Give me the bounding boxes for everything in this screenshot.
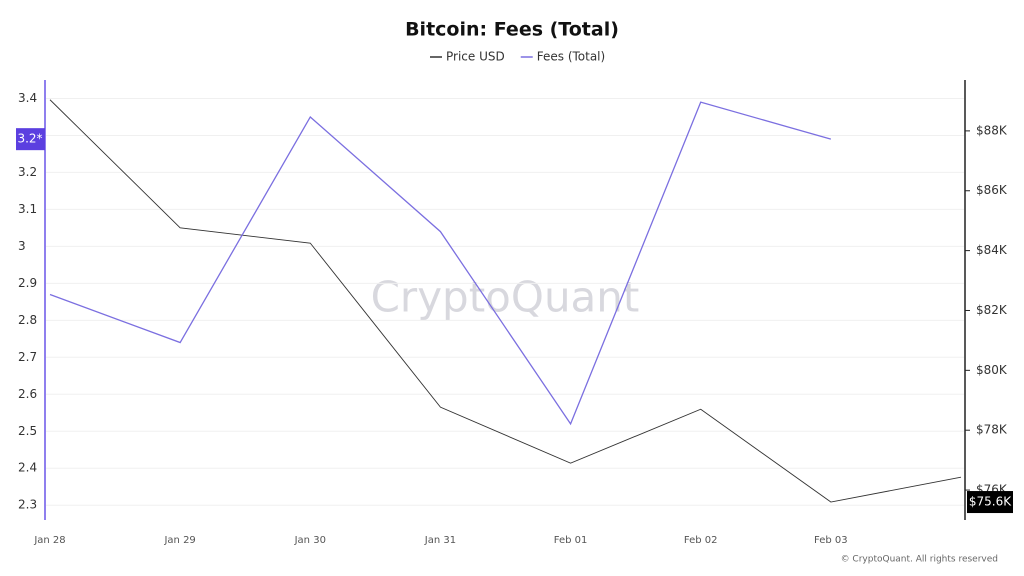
watermark: CryptoQuant xyxy=(371,273,640,322)
legend-label: Price USD xyxy=(446,50,505,64)
y-badge-bg xyxy=(16,128,45,151)
series-line xyxy=(49,101,832,426)
y-tick-label: 3.1 xyxy=(18,202,37,216)
series-line xyxy=(49,99,962,503)
y2-tick-label: $86K xyxy=(976,183,1008,197)
y2-tick-label: $84K xyxy=(976,243,1008,257)
y2-badge: $75.6K xyxy=(969,495,1012,509)
legend-label: Fees (Total) xyxy=(537,50,605,64)
x-tick-label: Feb 02 xyxy=(684,535,718,546)
y2-tick-label: $88K xyxy=(976,123,1008,137)
credit: © CryptoQuant. All rights reserved xyxy=(841,555,998,565)
chart-title: Bitcoin: Fees (Total) xyxy=(405,19,619,41)
x-tick-label: Feb 03 xyxy=(814,535,848,546)
x-tick-label: Jan 30 xyxy=(294,535,326,546)
y-tick-label: 2.9 xyxy=(18,276,37,290)
y-tick-label: 2.3 xyxy=(18,498,37,512)
y2-tick-label: $78K xyxy=(976,423,1008,437)
y-badge: 3.2* xyxy=(17,132,42,146)
y-tick-label: 2.8 xyxy=(18,313,37,327)
x-tick-label: Jan 28 xyxy=(33,535,65,546)
y-tick-label: 3.2 xyxy=(18,165,37,179)
y-tick-label: 2.4 xyxy=(18,461,37,475)
y2-tick-label: $80K xyxy=(976,363,1008,377)
x-tick-label: Feb 01 xyxy=(554,535,588,546)
y2-badge-bg xyxy=(967,491,1013,514)
y-tick-label: 3 xyxy=(18,239,26,253)
y-tick-label: 3.4 xyxy=(18,91,37,105)
x-tick-label: Jan 31 xyxy=(424,535,456,546)
y-tick-label: 2.6 xyxy=(18,387,37,401)
y2-tick-label: $82K xyxy=(976,303,1008,317)
y-tick-label: 2.7 xyxy=(18,350,37,364)
y-tick-label: 2.5 xyxy=(18,424,37,438)
x-tick-label: Jan 29 xyxy=(163,535,195,546)
